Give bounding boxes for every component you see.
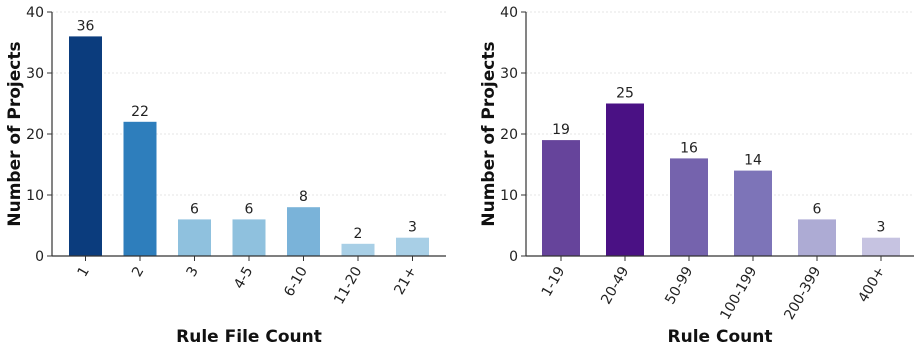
- y-tick-label: 10: [26, 188, 44, 204]
- right-chart-panel: 0 10 20 30 40 19 1-19 25 20-49 16 50-99 14 100-199 6 2…: [479, 5, 914, 347]
- data-label: 19: [552, 122, 570, 138]
- data-label: 16: [680, 140, 698, 156]
- x-tick-label: 2: [129, 264, 147, 280]
- y-tick-label: 40: [500, 5, 518, 21]
- data-label: 22: [131, 104, 149, 120]
- data-label: 8: [299, 189, 308, 205]
- x-tick-label: 11-20: [331, 264, 365, 307]
- data-label: 36: [77, 18, 95, 34]
- bar: [123, 121, 157, 256]
- x-tick-label: 3: [184, 264, 202, 280]
- left-chart-panel: 0102030403612226364-586-10211-20321+Numb…: [5, 5, 446, 347]
- data-label: 14: [744, 153, 762, 169]
- x-tick-label: 100-199: [717, 264, 760, 323]
- y-axis-title: Number of Projects: [5, 41, 25, 226]
- bar: [396, 237, 429, 256]
- x-tick-label: 50-99: [662, 264, 696, 307]
- x-tick-label: 21+: [391, 264, 420, 298]
- y-tick-label: 30: [26, 66, 44, 82]
- bar: [734, 170, 772, 256]
- bar: [670, 158, 708, 256]
- y-tick-label: 0: [509, 249, 518, 265]
- y-tick-label: 30: [500, 66, 518, 82]
- data-label: 6: [190, 201, 199, 217]
- y-tick-label: 20: [500, 127, 518, 143]
- data-label: 6: [813, 201, 822, 217]
- bar: [606, 103, 644, 256]
- bar: [69, 36, 102, 257]
- bar: [798, 219, 836, 256]
- bar: [232, 219, 266, 256]
- x-axis-title: Rule File Count: [176, 327, 322, 347]
- x-tick-label: 6-10: [281, 264, 311, 300]
- y-tick-label: 20: [26, 127, 44, 143]
- y-tick-label: 0: [35, 249, 44, 265]
- x-tick-label: 400+: [855, 264, 888, 305]
- bar: [287, 207, 320, 256]
- x-axis-title: Rule Count: [668, 327, 773, 347]
- x-tick-label: 1: [75, 264, 93, 280]
- bar: [341, 243, 375, 256]
- data-label: 6: [245, 201, 254, 217]
- x-tick-label: 1-19: [539, 264, 569, 300]
- x-tick-label: 20-49: [598, 264, 632, 307]
- y-tick-label: 40: [26, 5, 44, 21]
- data-label: 2: [354, 226, 363, 242]
- y-axis-title: Number of Projects: [479, 41, 499, 226]
- data-label: 25: [616, 86, 634, 102]
- x-tick-label: 4-5: [231, 264, 256, 292]
- data-label: 3: [408, 220, 417, 236]
- bar: [862, 237, 900, 256]
- y-tick-label: 10: [500, 188, 518, 204]
- bar: [542, 140, 580, 256]
- bar: [178, 219, 211, 256]
- x-tick-label: 200-399: [781, 264, 824, 323]
- data-label: 3: [877, 220, 886, 236]
